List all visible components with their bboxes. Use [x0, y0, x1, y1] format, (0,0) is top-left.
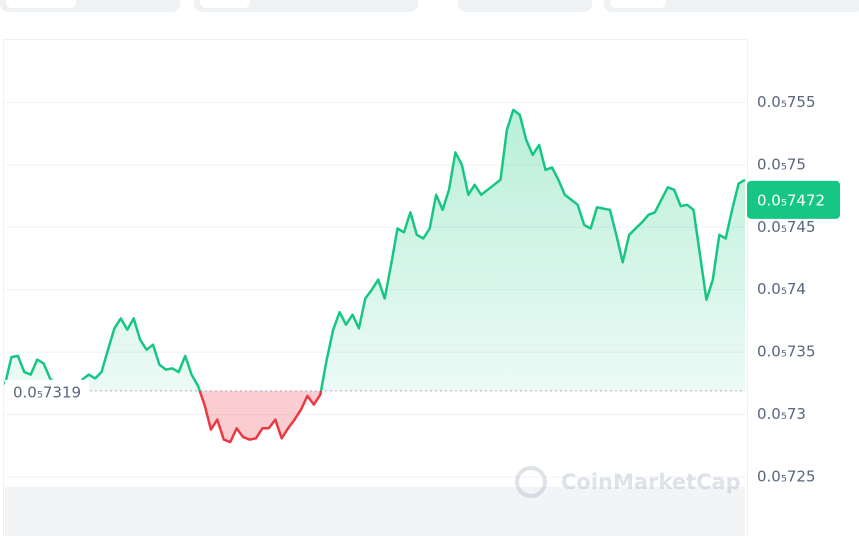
tab-active[interactable] [610, 0, 666, 8]
y-tick-label: 0.0₅755 [757, 93, 816, 111]
watermark: CoinMarketCap [515, 466, 741, 498]
baseline-label-bg [5, 379, 89, 402]
baseline-label: 0.0₅7319 [13, 383, 81, 401]
tab[interactable] [604, 0, 859, 12]
y-tick-label: 0.0₅725 [757, 468, 816, 486]
volume-area [5, 487, 745, 536]
y-tick-label: 0.0₅75 [757, 155, 806, 173]
current-price-label: 0.0₅7472 [757, 191, 825, 209]
area-up [5, 109, 745, 391]
y-tick-label: 0.0₅74 [757, 280, 806, 298]
price-line [3, 108, 746, 444]
tab[interactable] [194, 0, 418, 12]
y-tick-label: 0.0₅735 [757, 343, 816, 361]
tab-active[interactable] [6, 0, 76, 8]
watermark-text: CoinMarketCap [561, 470, 741, 494]
y-tick-label: 0.0₅745 [757, 218, 816, 236]
tab[interactable] [458, 0, 592, 12]
plot-frame [3, 39, 748, 536]
tab-active[interactable] [200, 0, 250, 8]
current-price-badge [747, 180, 840, 219]
y-tick-label: 0.0₅73 [757, 405, 806, 423]
